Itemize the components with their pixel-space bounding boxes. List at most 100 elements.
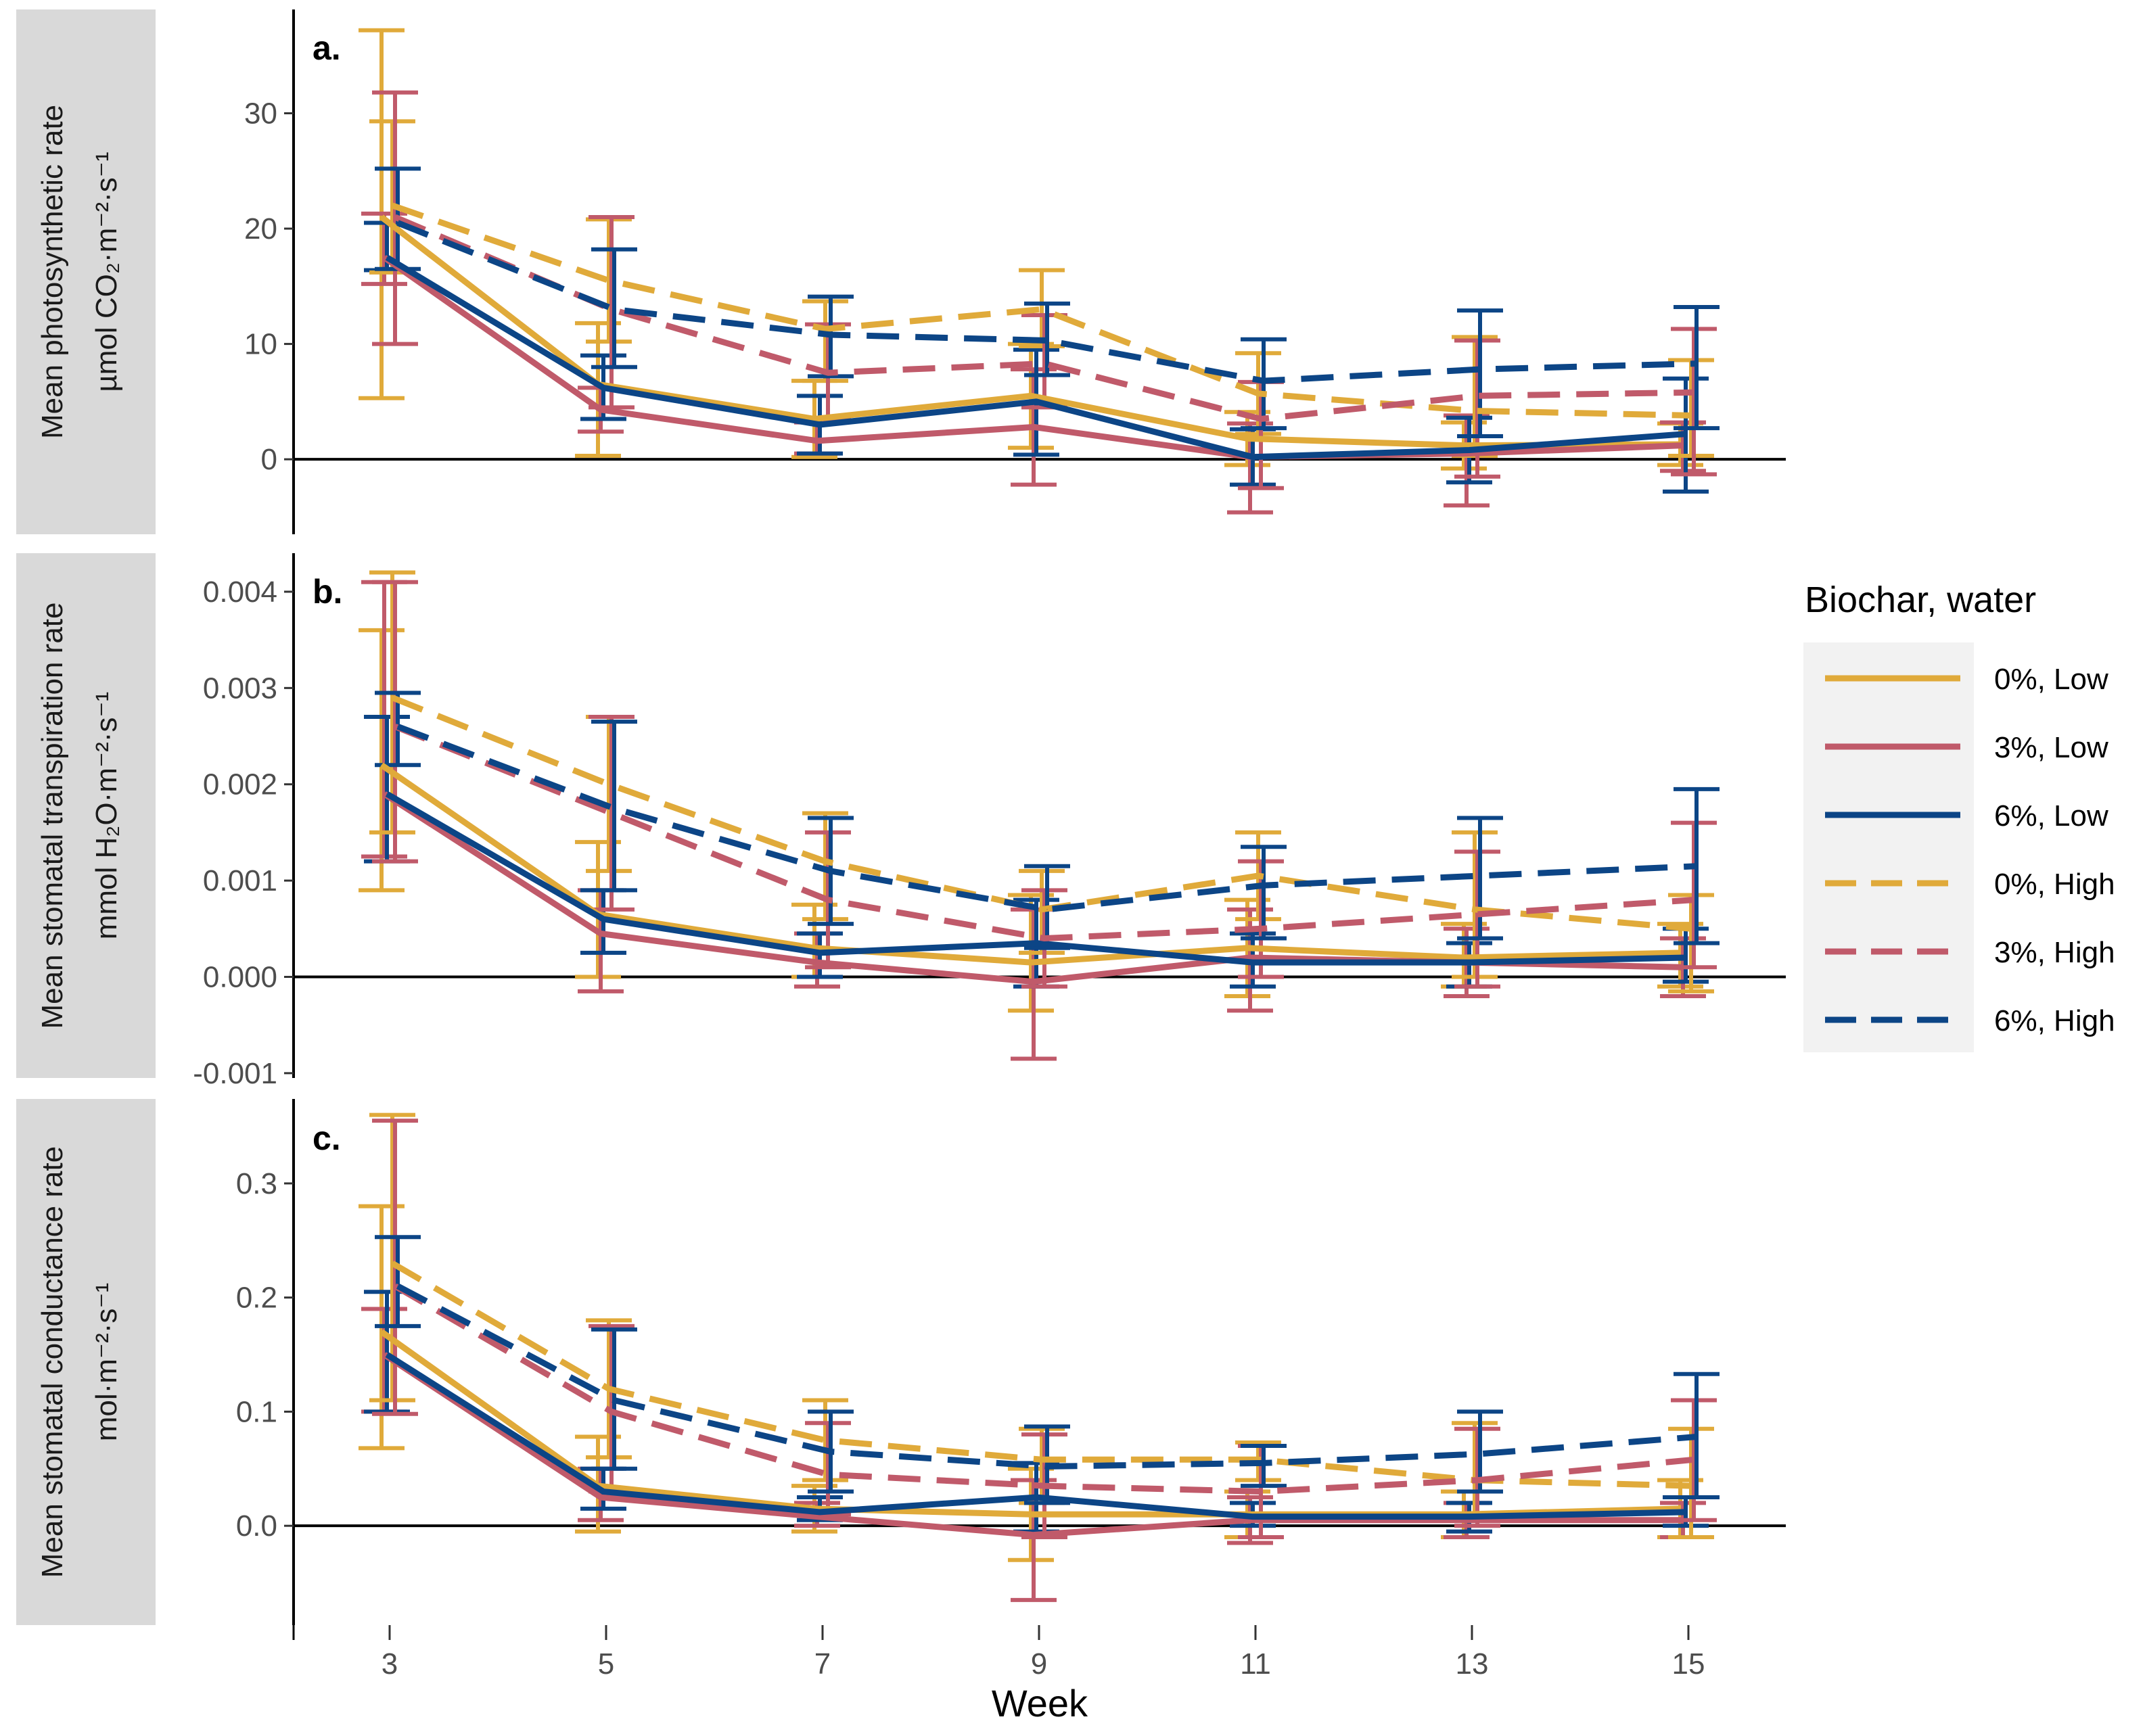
series-3-high (372, 580, 1717, 989)
panel-b: -0.001 0.000 0.001 0.002 0.003 0.004 (193, 553, 1786, 1090)
x-tick-label: 3 (382, 1647, 398, 1681)
strip-c-line1: Mean stomatal conductance rate (36, 1146, 69, 1578)
legend-items: 0%, Low 3%, Low 6%, Low 0%, High 3%, High 6%,… (1825, 663, 2115, 1037)
strip-a: Mean photosynthetic rate µmol CO₂·m⁻²·s⁻… (16, 9, 156, 534)
y-tick-label: 0.2 (236, 1282, 277, 1315)
legend-label: 6%, High (1994, 1004, 2115, 1037)
y-tick-label: 0.002 (203, 768, 277, 801)
data-point (819, 1511, 821, 1513)
data-point (392, 205, 393, 206)
data-point (614, 1400, 615, 1401)
panel-tag-b: b. (313, 573, 342, 611)
data-point (1682, 445, 1684, 446)
x-tick-label: 7 (814, 1647, 831, 1681)
series-0-low (359, 1204, 1703, 1562)
panel-c: 0.0 0.1 0.2 0.3 (236, 1099, 1786, 1625)
data-point (1046, 1465, 1048, 1467)
y-tick-label: 0.0 (236, 1509, 277, 1543)
data-point (384, 257, 385, 258)
panel-strips: Mean photosynthetic rate µmol CO₂·m⁻²·s⁻… (16, 9, 156, 1625)
data-point (603, 918, 604, 920)
x-tick-label: 11 (1240, 1647, 1271, 1681)
x-tick-label: 15 (1672, 1647, 1705, 1681)
legend-label: 0%, High (1994, 868, 2115, 901)
series-0-high (369, 119, 1714, 459)
x-tick-label: 9 (1031, 1647, 1047, 1681)
data-point (1260, 1491, 1262, 1493)
legend-label: 3%, Low (1994, 731, 2108, 764)
y-tick-label: 0.003 (203, 672, 277, 705)
data-point (1690, 415, 1692, 416)
data-point (1258, 393, 1259, 394)
data-point (386, 793, 388, 795)
y-tick-label: 0.001 (203, 864, 277, 897)
data-point (1479, 875, 1481, 876)
x-axis-title: Week (992, 1682, 1088, 1725)
panel-tag-a: a. (313, 29, 341, 67)
data-point (1479, 369, 1481, 370)
y-tick-label: 30 (244, 97, 277, 130)
strip-a-line1: Mean photosynthetic rate (36, 105, 69, 439)
panel-tag-c: c. (313, 1119, 341, 1157)
legend-key-background (1803, 642, 1974, 1052)
data-point (819, 952, 821, 954)
y-tick-label: 10 (244, 328, 277, 361)
strip-c-background (16, 1099, 156, 1625)
data-point (814, 947, 815, 949)
data-point (1046, 909, 1048, 910)
data-point (1030, 962, 1032, 963)
data-point (1030, 1514, 1032, 1515)
data-point (1479, 1453, 1481, 1455)
data-point (1247, 947, 1248, 949)
data-point (1680, 952, 1681, 954)
legend-label: 3%, High (1994, 936, 2115, 969)
data-point (819, 424, 821, 425)
data-point (603, 1491, 604, 1493)
strip-c-line2: mol·m⁻²·s⁻¹ (90, 1283, 123, 1442)
data-point (1258, 875, 1259, 876)
data-point (384, 793, 385, 795)
x-tick-label: 5 (598, 1647, 614, 1681)
strip-b-line2: mmol H₂O·m⁻²·s⁻¹ (90, 692, 123, 940)
data-point (614, 807, 615, 809)
data-point (1469, 1516, 1470, 1518)
data-point (386, 257, 388, 258)
data-point (614, 308, 615, 310)
data-point (816, 440, 818, 442)
y-tick-label: 0.1 (236, 1395, 277, 1428)
data-point (1044, 363, 1045, 365)
data-point (1258, 1459, 1259, 1460)
x-tick-label: 13 (1456, 1647, 1489, 1681)
data-point (825, 861, 826, 862)
data-point (392, 1263, 393, 1264)
data-point (394, 726, 396, 727)
panel-a: 0 10 20 30 (244, 9, 1786, 534)
strip-c: Mean stomatal conductance rate mol·m⁻²·s… (16, 1099, 156, 1625)
data-point (1469, 962, 1470, 963)
strip-b-line1: Mean stomatal transpiration rate (36, 603, 69, 1029)
strip-b-background (16, 553, 156, 1078)
y-tick-label: 0 (261, 443, 277, 476)
data-point (1036, 401, 1037, 402)
strip-b: Mean stomatal transpiration rate mmol H₂… (16, 553, 156, 1078)
data-point (827, 1474, 829, 1475)
series-0-high (369, 570, 1714, 993)
y-tick-label: 0.3 (236, 1167, 277, 1200)
data-point (816, 1516, 818, 1518)
data-point (1247, 438, 1248, 439)
data-point (816, 962, 818, 963)
legend-label: 0%, Low (1994, 663, 2108, 696)
data-point (394, 216, 396, 218)
y-tick-label: 0.004 (203, 576, 277, 609)
data-point (1044, 938, 1045, 939)
x-axis: 3 5 7 9 11 13 15 (292, 1625, 1705, 1681)
legend-title: Biochar, water (1805, 580, 2036, 620)
strip-a-line2: µmol CO₂·m⁻²·s⁻¹ (90, 151, 123, 392)
y-tick-label: -0.001 (193, 1057, 277, 1090)
y-tick-label: 20 (244, 212, 277, 245)
data-point (392, 697, 393, 699)
data-point (1046, 339, 1048, 341)
data-point (827, 899, 829, 901)
